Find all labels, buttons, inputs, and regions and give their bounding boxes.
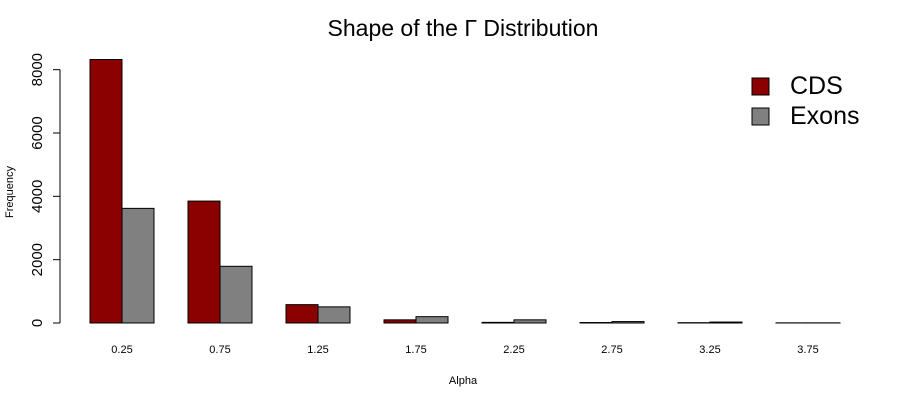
- y-tick-label: 4000: [29, 180, 46, 213]
- y-tick-label: 6000: [29, 116, 46, 149]
- bar-cds-0.75: [187, 200, 221, 324]
- x-tick-label: 0.75: [209, 344, 230, 356]
- x-tick-label: 3.25: [699, 344, 720, 356]
- x-tick-label: 2.25: [503, 344, 524, 356]
- bar-exons-1.25: [317, 306, 351, 324]
- bar-cds-0.25: [89, 59, 123, 324]
- bar-cds-1.75: [383, 319, 417, 324]
- y-tick-label: 8000: [29, 53, 46, 86]
- y-axis-label: Frequency: [4, 166, 16, 218]
- bar-exons-3.25: [709, 321, 743, 324]
- legend-swatch-exons: [751, 107, 770, 126]
- legend-label-exons: Exons: [790, 102, 859, 130]
- bar-cds-1.25: [285, 304, 319, 324]
- x-tick-label: 3.75: [797, 344, 818, 356]
- bar-exons-0.75: [219, 265, 253, 324]
- bar-exons-0.25: [121, 207, 155, 324]
- legend-swatch-cds: [751, 77, 770, 96]
- x-axis-label: Alpha: [449, 375, 478, 387]
- x-tick-label: 1.25: [307, 344, 328, 356]
- x-tick-label: 1.75: [405, 344, 426, 356]
- bar-exons-2.25: [513, 319, 547, 324]
- x-tick-label: 0.25: [111, 344, 132, 356]
- x-axis-ticks: 0.25 0.75 1.25 1.75 2.25 2.75 3.25 3.75: [111, 344, 818, 356]
- bars: [89, 59, 841, 324]
- x-tick-label: 2.75: [601, 344, 622, 356]
- chart-title: Shape of the Γ Distribution: [328, 15, 599, 41]
- bar-cds-2.25: [481, 321, 515, 324]
- legend-label-cds: CDS: [790, 72, 843, 100]
- bar-exons-2.75: [611, 321, 645, 324]
- y-tick-label: 0: [29, 319, 46, 327]
- y-tick-label: 2000: [29, 243, 46, 276]
- y-axis: 0 2000 4000 6000 8000: [29, 53, 61, 327]
- bar-exons-1.75: [415, 316, 449, 324]
